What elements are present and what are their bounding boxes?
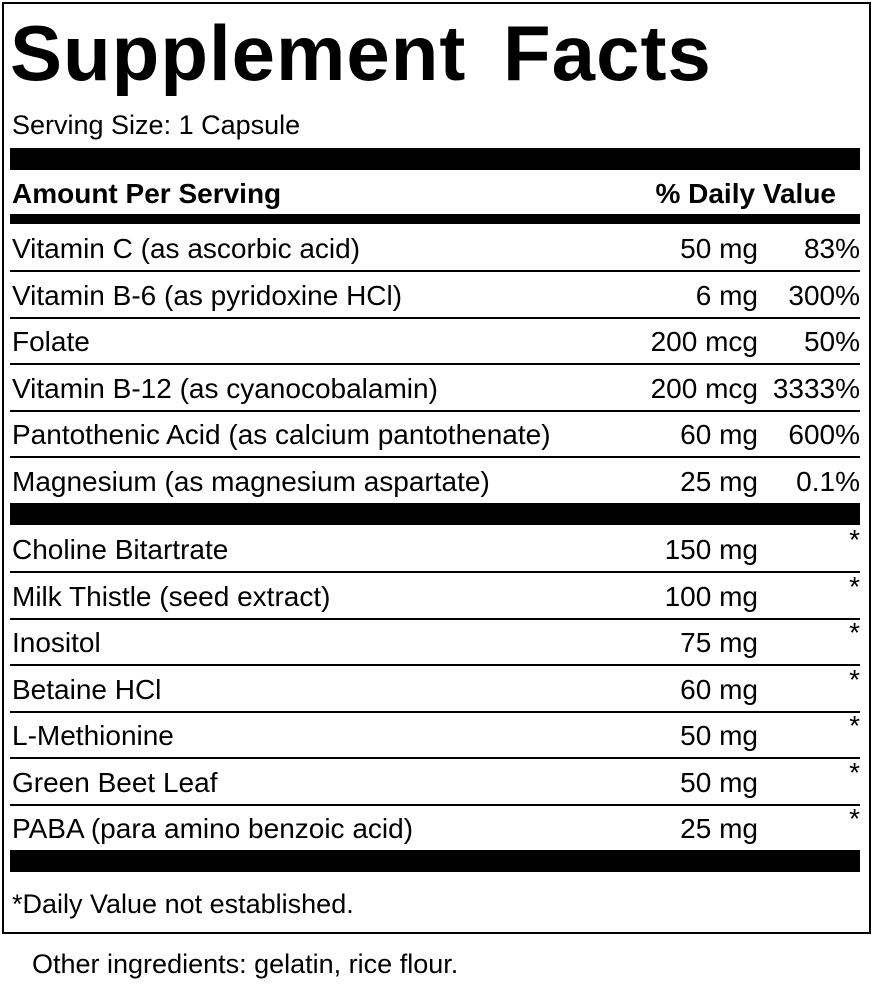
table-row: Pantothenic Acid (as calcium pantothenat… <box>10 412 860 458</box>
daily-value: 50% <box>803 326 860 357</box>
daily-value: * <box>849 617 860 648</box>
ingredient-name: Inositol <box>12 627 101 658</box>
ingredient-name: Magnesium (as magnesium aspartate) <box>12 465 490 497</box>
daily-value: * <box>849 663 860 695</box>
ingredient-amount: 50 mg <box>680 766 758 798</box>
table-row: PABA (para amino benzoic acid) 25 mg * <box>10 803 860 852</box>
daily-value: 300% <box>788 279 860 311</box>
ingredient-name: PABA (para amino benzoic acid) <box>12 813 414 844</box>
ingredient-amount: 150 mg <box>664 534 758 565</box>
table-row: Milk Thistle (seed extract) 100 mg * <box>10 571 860 620</box>
serving-size: Serving Size: 1 Capsule <box>12 110 301 140</box>
ingredient-name: Betaine HCl <box>12 673 162 705</box>
ingredient-name: Vitamin B-6 (as pyridoxine HCl) <box>12 279 403 311</box>
footnote: *Daily Value not established. <box>12 889 354 919</box>
ingredient-amount: 50 mg <box>680 233 758 264</box>
ingredient-name: Vitamin B-12 (as cyanocobalamin) <box>12 372 438 404</box>
table-row: Choline Bitartrate 150 mg * <box>10 524 860 573</box>
table-row: Vitamin B-12 (as cyanocobalamin) 200 mcg 3… <box>10 366 860 412</box>
panel-title: Supplement Facts <box>10 9 712 97</box>
ingredient-amount: 200 mcg <box>650 326 758 357</box>
ingredient-name: Pantothenic Acid (as calcium pantothenat… <box>12 419 551 450</box>
table-row: Magnesium (as magnesium aspartate) 25 mg 0… <box>10 459 860 505</box>
table-row: L-Methionine 50 mg * <box>10 710 860 759</box>
daily-value: * <box>849 803 860 834</box>
table-row: Vitamin C (as ascorbic acid) 50 mg 83% <box>10 226 860 272</box>
daily-value: * <box>849 756 860 788</box>
supplement-facts-panel <box>2 2 871 934</box>
daily-value: 0.1% <box>796 465 860 497</box>
divider-bar <box>10 503 860 525</box>
ingredient-name: Choline Bitartrate <box>12 534 229 565</box>
divider-bar <box>10 148 860 170</box>
ingredient-name: Vitamin C (as ascorbic acid) <box>12 233 361 264</box>
table-row: Folate 200 mcg 50% <box>10 319 860 365</box>
ingredient-amount: 60 mg <box>680 419 758 450</box>
daily-value: 600% <box>788 419 860 450</box>
ingredient-amount: 100 mg <box>664 580 758 612</box>
ingredient-name: L-Methionine <box>12 720 174 751</box>
amount-per-serving-header: Amount Per Serving <box>12 178 282 209</box>
ingredient-amount: 6 mg <box>695 279 758 311</box>
divider-bar <box>10 214 860 224</box>
ingredient-name: Milk Thistle (seed extract) <box>12 580 331 612</box>
ingredient-name: Folate <box>12 326 90 357</box>
table-row: Inositol 75 mg * <box>10 617 860 666</box>
daily-value: 3333% <box>772 372 860 404</box>
ingredient-amount: 50 mg <box>680 720 758 751</box>
ingredient-amount: 60 mg <box>680 673 758 705</box>
daily-value: 83% <box>803 233 860 264</box>
ingredient-amount: 25 mg <box>680 465 758 497</box>
ingredient-amount: 75 mg <box>680 627 758 658</box>
other-ingredients: Other ingredients: gelatin, rice flour. <box>32 949 459 979</box>
table-row: Betaine HCl 60 mg * <box>10 664 860 713</box>
ingredient-amount: 200 mcg <box>650 372 758 404</box>
daily-value: * <box>849 710 860 741</box>
divider-bar <box>10 850 860 872</box>
daily-value-header: % Daily Value <box>655 178 836 209</box>
table-header: Amount Per Serving % Daily Value <box>12 174 860 214</box>
ingredient-amount: 25 mg <box>680 813 758 844</box>
table-row: Vitamin B-6 (as pyridoxine HCl) 6 mg 300% <box>10 273 860 319</box>
ingredient-name: Green Beet Leaf <box>12 766 218 798</box>
table-row: Green Beet Leaf 50 mg * <box>10 757 860 806</box>
daily-value: * <box>849 524 860 555</box>
daily-value: * <box>849 570 860 602</box>
